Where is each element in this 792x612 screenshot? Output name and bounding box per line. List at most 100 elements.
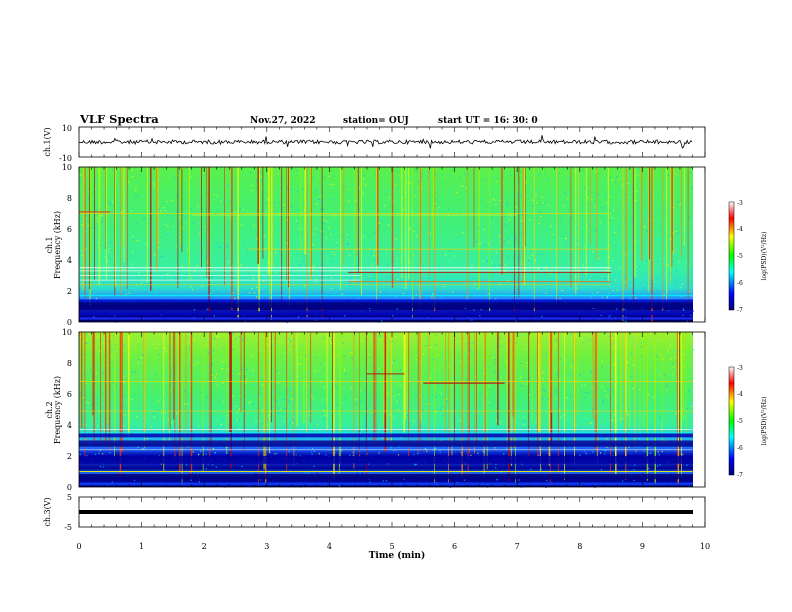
- spectral-speckle: [491, 256, 493, 258]
- spectral-speckle: [191, 289, 193, 291]
- spectral-speckle: [349, 439, 351, 441]
- spectral-speckle: [79, 392, 81, 394]
- spectral-speckle: [474, 255, 476, 257]
- spectral-speckle: [604, 390, 606, 392]
- spectral-speckle: [94, 188, 96, 190]
- spectral-speckle: [227, 370, 229, 372]
- spectral-speckle: [102, 463, 104, 465]
- spectral-speckle: [80, 219, 82, 222]
- spectral-speckle: [354, 278, 356, 280]
- spectral-speckle: [636, 172, 638, 174]
- ch2-freq-tick-0: 0: [67, 483, 72, 492]
- spectral-speckle: [122, 260, 124, 262]
- spectral-speckle: [349, 454, 351, 456]
- spectral-speckle: [112, 335, 114, 337]
- spectral-speckle: [392, 449, 395, 451]
- spectral-speckle: [323, 409, 326, 411]
- spectral-speckle: [624, 308, 626, 310]
- spectral-speckle: [658, 364, 660, 366]
- spectral-speckle: [401, 196, 403, 198]
- spectral-speckle: [683, 366, 685, 368]
- spectral-speckle: [642, 192, 644, 194]
- spectral-speckle: [81, 319, 83, 321]
- spectral-speckle: [618, 178, 620, 180]
- ch2-spectrogram-yticks: 0 2 4 6 8 10: [62, 328, 72, 492]
- spectral-speckle: [351, 359, 353, 361]
- spectral-speckle: [216, 210, 218, 212]
- ch1-colorbar-ticks: -3 -4 -5 -6 -7: [737, 200, 743, 314]
- spectral-speckle: [160, 255, 162, 257]
- spectral-speckle: [543, 179, 545, 181]
- spectral-speckle: [539, 173, 541, 175]
- spectral-speckle: [429, 377, 431, 379]
- ch2-colorbar: [728, 366, 735, 476]
- spectral-speckle: [441, 357, 443, 359]
- spectral-speckle: [480, 416, 483, 418]
- spectral-speckle: [519, 335, 521, 337]
- spectral-speckle: [161, 421, 163, 423]
- spectral-speckle: [413, 420, 415, 422]
- spectral-speckle: [542, 378, 544, 380]
- spectral-speckle: [172, 427, 174, 429]
- spectral-speckle: [395, 336, 397, 338]
- spectral-speckle: [356, 367, 358, 369]
- spectral-speckle: [470, 454, 472, 456]
- spectral-speckle: [621, 417, 623, 420]
- spectral-speckle: [87, 198, 90, 200]
- spectral-speckle: [452, 390, 455, 393]
- spectral-speckle: [287, 341, 289, 343]
- spectral-speckle: [377, 384, 379, 386]
- spectral-speckle: [430, 346, 432, 349]
- spectral-speckle: [88, 402, 90, 404]
- spectral-speckle: [186, 232, 188, 234]
- spectral-speckle: [587, 392, 589, 394]
- spectral-speckle: [318, 272, 321, 274]
- spectral-speckle: [347, 260, 349, 262]
- spectral-speckle: [139, 174, 141, 176]
- spectral-speckle: [657, 451, 659, 453]
- spectral-speckle: [506, 203, 508, 205]
- spectral-speckle: [520, 212, 522, 214]
- spectral-speckle: [121, 167, 123, 169]
- ch1-frequency-label: Frequency (kHz): [53, 211, 62, 279]
- spectral-speckle: [659, 314, 662, 317]
- ch1-cb-tick-m5: -5: [737, 253, 743, 260]
- spectral-speckle: [374, 173, 376, 175]
- spectral-speckle: [135, 284, 137, 286]
- spectral-speckle: [435, 396, 437, 398]
- spectral-speckle: [517, 188, 519, 190]
- spectral-speckle: [471, 264, 473, 266]
- spectral-speckle: [131, 398, 133, 400]
- spectral-speckle: [656, 228, 658, 230]
- spectral-speckle: [608, 193, 611, 195]
- spectral-speckle: [334, 254, 336, 256]
- spectral-speckle: [448, 175, 450, 177]
- spectral-speckle: [341, 235, 343, 237]
- spectral-speckle: [265, 202, 267, 204]
- spectral-speckle: [346, 234, 348, 236]
- spectral-speckle: [233, 211, 235, 213]
- spectral-speckle: [384, 204, 386, 207]
- spectral-speckle: [644, 294, 646, 296]
- spectral-speckle: [165, 350, 167, 352]
- spectral-speckle: [256, 224, 258, 226]
- spectral-speckle: [649, 452, 651, 454]
- spectral-speckle: [253, 384, 255, 386]
- spectral-speckle: [378, 335, 380, 337]
- spectral-speckle: [498, 264, 500, 266]
- spectral-speckle: [525, 176, 527, 178]
- spectral-speckle: [351, 387, 353, 389]
- spectral-speckle: [167, 273, 169, 275]
- spectral-speckle: [176, 174, 178, 176]
- spectral-speckle: [520, 220, 522, 222]
- spectral-speckle: [666, 398, 668, 400]
- spectral-speckle: [575, 480, 577, 482]
- spectral-speckle: [500, 345, 503, 347]
- spectral-speckle: [642, 473, 644, 475]
- spectral-speckle: [620, 406, 622, 408]
- spectral-speckle: [362, 377, 364, 379]
- spectral-speckle: [351, 231, 353, 234]
- spectral-speckle: [228, 415, 230, 417]
- spectral-speckle: [291, 401, 294, 403]
- spectral-speckle: [604, 278, 606, 280]
